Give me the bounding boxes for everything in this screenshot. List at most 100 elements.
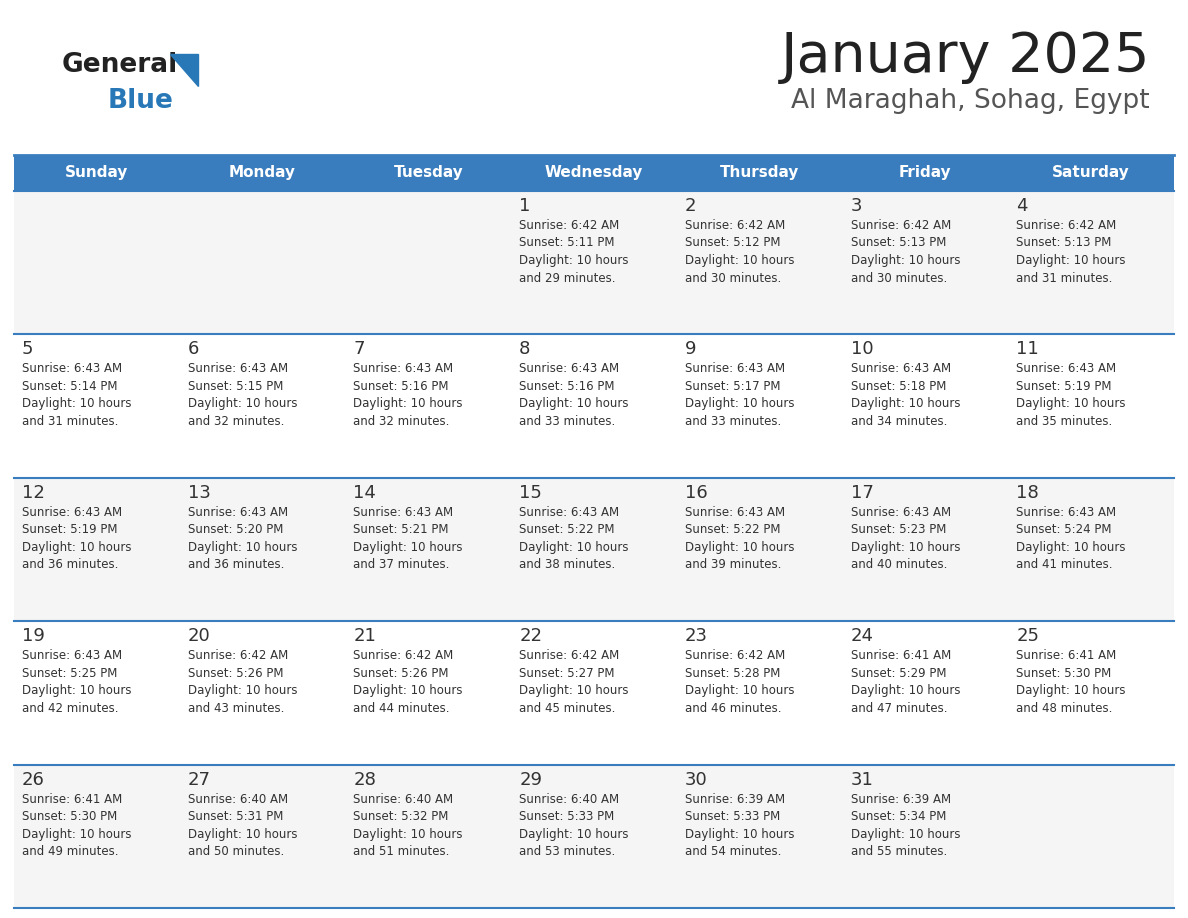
Text: 12: 12 [23,484,45,502]
Text: 7: 7 [353,341,365,358]
Text: 14: 14 [353,484,377,502]
Text: 25: 25 [1016,627,1040,645]
Text: 23: 23 [684,627,708,645]
Bar [511,765,677,908]
Bar [14,334,179,477]
Text: Sunrise: 6:43 AM
Sunset: 5:25 PM
Daylight: 10 hours
and 42 minutes.: Sunrise: 6:43 AM Sunset: 5:25 PM Dayligh… [23,649,132,715]
Text: 31: 31 [851,770,873,789]
Text: 4: 4 [1016,197,1028,215]
Bar [677,477,842,621]
Bar [14,155,179,191]
Text: 27: 27 [188,770,210,789]
Text: Sunrise: 6:43 AM
Sunset: 5:24 PM
Daylight: 10 hours
and 41 minutes.: Sunrise: 6:43 AM Sunset: 5:24 PM Dayligh… [1016,506,1126,571]
Text: Saturday: Saturday [1053,165,1130,181]
Text: Sunrise: 6:43 AM
Sunset: 5:19 PM
Daylight: 10 hours
and 35 minutes.: Sunrise: 6:43 AM Sunset: 5:19 PM Dayligh… [1016,363,1126,428]
Text: January 2025: January 2025 [781,30,1150,84]
Bar [511,621,677,765]
Bar [511,477,677,621]
Text: 2: 2 [684,197,696,215]
Bar [346,155,511,191]
Bar [842,334,1009,477]
Text: Sunrise: 6:40 AM
Sunset: 5:33 PM
Daylight: 10 hours
and 53 minutes.: Sunrise: 6:40 AM Sunset: 5:33 PM Dayligh… [519,792,628,858]
Bar [677,155,842,191]
Bar [842,765,1009,908]
Text: 5: 5 [23,341,33,358]
Text: Sunrise: 6:43 AM
Sunset: 5:17 PM
Daylight: 10 hours
and 33 minutes.: Sunrise: 6:43 AM Sunset: 5:17 PM Dayligh… [684,363,795,428]
Text: Sunrise: 6:43 AM
Sunset: 5:23 PM
Daylight: 10 hours
and 40 minutes.: Sunrise: 6:43 AM Sunset: 5:23 PM Dayligh… [851,506,960,571]
Text: Monday: Monday [229,165,296,181]
Text: Sunrise: 6:43 AM
Sunset: 5:16 PM
Daylight: 10 hours
and 32 minutes.: Sunrise: 6:43 AM Sunset: 5:16 PM Dayligh… [353,363,463,428]
Text: Friday: Friday [899,165,952,181]
Bar [1009,621,1174,765]
Bar [842,477,1009,621]
Text: Sunrise: 6:42 AM
Sunset: 5:11 PM
Daylight: 10 hours
and 29 minutes.: Sunrise: 6:42 AM Sunset: 5:11 PM Dayligh… [519,219,628,285]
Bar [346,621,511,765]
Text: 26: 26 [23,770,45,789]
Text: 20: 20 [188,627,210,645]
Bar [511,155,677,191]
Bar [511,334,677,477]
Bar [1009,155,1174,191]
Bar [14,477,179,621]
Bar [179,477,346,621]
Text: 18: 18 [1016,484,1040,502]
Bar [179,191,346,334]
Text: 17: 17 [851,484,873,502]
Text: Sunrise: 6:42 AM
Sunset: 5:27 PM
Daylight: 10 hours
and 45 minutes.: Sunrise: 6:42 AM Sunset: 5:27 PM Dayligh… [519,649,628,715]
Bar [346,477,511,621]
Bar [179,621,346,765]
Bar [346,334,511,477]
Text: Sunrise: 6:43 AM
Sunset: 5:14 PM
Daylight: 10 hours
and 31 minutes.: Sunrise: 6:43 AM Sunset: 5:14 PM Dayligh… [23,363,132,428]
Text: Blue: Blue [108,88,173,114]
Text: Sunrise: 6:40 AM
Sunset: 5:31 PM
Daylight: 10 hours
and 50 minutes.: Sunrise: 6:40 AM Sunset: 5:31 PM Dayligh… [188,792,297,858]
Text: Sunrise: 6:42 AM
Sunset: 5:13 PM
Daylight: 10 hours
and 31 minutes.: Sunrise: 6:42 AM Sunset: 5:13 PM Dayligh… [1016,219,1126,285]
Text: Sunrise: 6:43 AM
Sunset: 5:18 PM
Daylight: 10 hours
and 34 minutes.: Sunrise: 6:43 AM Sunset: 5:18 PM Dayligh… [851,363,960,428]
Bar [842,155,1009,191]
Bar [179,765,346,908]
Text: Al Maraghah, Sohag, Egypt: Al Maraghah, Sohag, Egypt [791,88,1150,114]
Bar [346,765,511,908]
Text: Sunrise: 6:41 AM
Sunset: 5:30 PM
Daylight: 10 hours
and 48 minutes.: Sunrise: 6:41 AM Sunset: 5:30 PM Dayligh… [1016,649,1126,715]
Text: Sunrise: 6:42 AM
Sunset: 5:26 PM
Daylight: 10 hours
and 44 minutes.: Sunrise: 6:42 AM Sunset: 5:26 PM Dayligh… [353,649,463,715]
Text: Sunrise: 6:43 AM
Sunset: 5:22 PM
Daylight: 10 hours
and 38 minutes.: Sunrise: 6:43 AM Sunset: 5:22 PM Dayligh… [519,506,628,571]
Bar [1009,191,1174,334]
Text: Sunrise: 6:39 AM
Sunset: 5:34 PM
Daylight: 10 hours
and 55 minutes.: Sunrise: 6:39 AM Sunset: 5:34 PM Dayligh… [851,792,960,858]
Text: Sunrise: 6:43 AM
Sunset: 5:19 PM
Daylight: 10 hours
and 36 minutes.: Sunrise: 6:43 AM Sunset: 5:19 PM Dayligh… [23,506,132,571]
Text: 3: 3 [851,197,862,215]
Text: Wednesday: Wednesday [545,165,643,181]
Bar [179,334,346,477]
Text: 10: 10 [851,341,873,358]
Bar [1009,765,1174,908]
Text: 19: 19 [23,627,45,645]
Bar [14,621,179,765]
Bar [179,155,346,191]
Text: Sunrise: 6:39 AM
Sunset: 5:33 PM
Daylight: 10 hours
and 54 minutes.: Sunrise: 6:39 AM Sunset: 5:33 PM Dayligh… [684,792,795,858]
Text: 28: 28 [353,770,377,789]
Bar [677,621,842,765]
Text: Sunrise: 6:43 AM
Sunset: 5:20 PM
Daylight: 10 hours
and 36 minutes.: Sunrise: 6:43 AM Sunset: 5:20 PM Dayligh… [188,506,297,571]
Bar [677,334,842,477]
Text: Thursday: Thursday [720,165,800,181]
Bar [511,191,677,334]
Text: Sunrise: 6:42 AM
Sunset: 5:13 PM
Daylight: 10 hours
and 30 minutes.: Sunrise: 6:42 AM Sunset: 5:13 PM Dayligh… [851,219,960,285]
Bar [842,621,1009,765]
Text: 8: 8 [519,341,531,358]
Text: General: General [62,52,178,78]
Text: Sunday: Sunday [65,165,128,181]
Text: Sunrise: 6:42 AM
Sunset: 5:28 PM
Daylight: 10 hours
and 46 minutes.: Sunrise: 6:42 AM Sunset: 5:28 PM Dayligh… [684,649,795,715]
Bar [842,191,1009,334]
Text: Sunrise: 6:43 AM
Sunset: 5:16 PM
Daylight: 10 hours
and 33 minutes.: Sunrise: 6:43 AM Sunset: 5:16 PM Dayligh… [519,363,628,428]
Text: Sunrise: 6:43 AM
Sunset: 5:15 PM
Daylight: 10 hours
and 32 minutes.: Sunrise: 6:43 AM Sunset: 5:15 PM Dayligh… [188,363,297,428]
Text: Sunrise: 6:40 AM
Sunset: 5:32 PM
Daylight: 10 hours
and 51 minutes.: Sunrise: 6:40 AM Sunset: 5:32 PM Dayligh… [353,792,463,858]
Text: 30: 30 [684,770,708,789]
Text: 1: 1 [519,197,531,215]
Text: Sunrise: 6:41 AM
Sunset: 5:29 PM
Daylight: 10 hours
and 47 minutes.: Sunrise: 6:41 AM Sunset: 5:29 PM Dayligh… [851,649,960,715]
Text: 22: 22 [519,627,542,645]
Bar [346,191,511,334]
Bar [14,765,179,908]
Text: Sunrise: 6:42 AM
Sunset: 5:26 PM
Daylight: 10 hours
and 43 minutes.: Sunrise: 6:42 AM Sunset: 5:26 PM Dayligh… [188,649,297,715]
Text: 6: 6 [188,341,200,358]
Text: 29: 29 [519,770,542,789]
Text: 15: 15 [519,484,542,502]
Text: 16: 16 [684,484,708,502]
